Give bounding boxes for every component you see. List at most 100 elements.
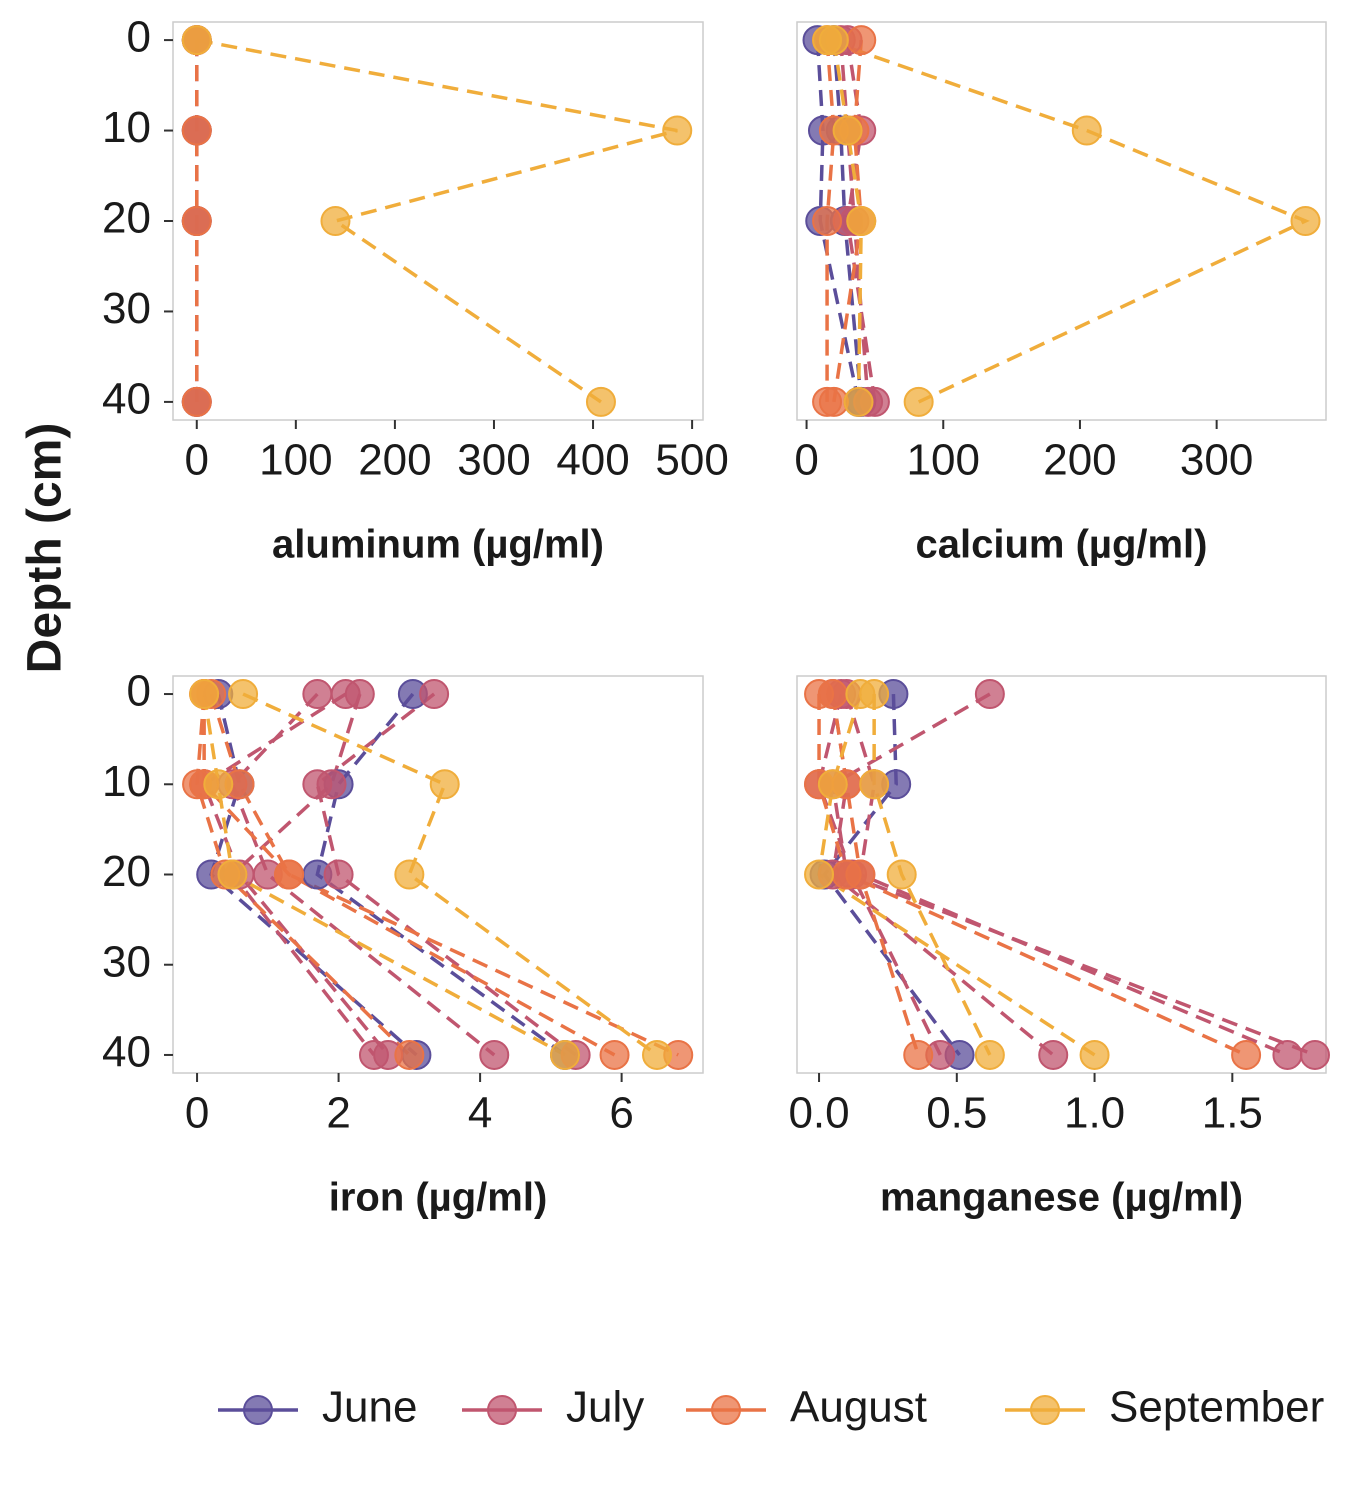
point bbox=[859, 769, 890, 800]
y-tick-label: 10 bbox=[102, 103, 151, 152]
profile-line bbox=[832, 39, 863, 402]
panel-frame bbox=[172, 21, 704, 421]
point bbox=[394, 859, 425, 890]
x-tick-label: 200 bbox=[1043, 436, 1116, 485]
legend-label: July bbox=[566, 1383, 644, 1432]
point bbox=[1272, 1039, 1303, 1070]
profile-line bbox=[838, 39, 870, 403]
x-tick-label: 0 bbox=[794, 436, 818, 485]
point bbox=[903, 1039, 934, 1070]
x-tick-label: 300 bbox=[1180, 436, 1253, 485]
point bbox=[429, 769, 460, 800]
point bbox=[274, 859, 305, 890]
x-axis-label: iron (µg/ml) bbox=[329, 1176, 548, 1220]
point bbox=[642, 1039, 673, 1070]
point bbox=[845, 679, 876, 710]
point bbox=[817, 769, 848, 800]
x-tick-label: 4 bbox=[468, 1089, 492, 1138]
profile-line bbox=[815, 39, 861, 403]
profile-line bbox=[230, 693, 376, 1057]
y-tick-label: 30 bbox=[102, 284, 151, 333]
point bbox=[974, 1039, 1005, 1070]
point bbox=[1299, 1039, 1330, 1070]
x-tick-label: 200 bbox=[358, 436, 431, 485]
y-tick-label: 0 bbox=[127, 667, 151, 716]
point bbox=[189, 679, 220, 710]
x-tick-label: 2 bbox=[326, 1089, 350, 1138]
legend-entry: September bbox=[1005, 1383, 1324, 1432]
legend-entry: August bbox=[686, 1383, 927, 1432]
profile-line bbox=[201, 692, 390, 1057]
point bbox=[316, 769, 347, 800]
point bbox=[599, 1039, 630, 1070]
point bbox=[419, 679, 450, 710]
x-tick-label: 400 bbox=[556, 436, 629, 485]
y-tick-label: 40 bbox=[102, 1028, 151, 1077]
point bbox=[181, 386, 212, 417]
point bbox=[181, 25, 212, 56]
point bbox=[662, 115, 693, 146]
y-tick-label: 40 bbox=[102, 375, 151, 424]
profile-line bbox=[202, 694, 616, 1057]
profile-line bbox=[831, 693, 920, 1056]
profile-line bbox=[832, 39, 863, 403]
x-tick-label: 300 bbox=[457, 436, 530, 485]
point bbox=[974, 679, 1005, 710]
point bbox=[330, 679, 361, 710]
x-tick-label: 0 bbox=[185, 1089, 209, 1138]
legend-marker bbox=[1030, 1395, 1060, 1425]
point bbox=[818, 25, 849, 56]
profile-line bbox=[817, 693, 1096, 1057]
profile-line bbox=[195, 693, 411, 1057]
point bbox=[585, 386, 616, 417]
point bbox=[1079, 1039, 1110, 1070]
x-tick-label: 0 bbox=[185, 436, 209, 485]
x-tick-label: 6 bbox=[609, 1089, 633, 1138]
point bbox=[1038, 1039, 1069, 1070]
point bbox=[1231, 1039, 1262, 1070]
profile-line bbox=[872, 694, 992, 1056]
y-tick-label: 0 bbox=[127, 13, 151, 62]
point bbox=[228, 679, 259, 710]
profile-line bbox=[826, 38, 1310, 404]
point bbox=[302, 679, 333, 710]
profile-line bbox=[817, 693, 942, 1056]
profile-line bbox=[242, 692, 659, 1057]
profile-line bbox=[825, 39, 836, 402]
legend-label: August bbox=[790, 1383, 927, 1432]
x-axis-label: calcium (µg/ml) bbox=[916, 523, 1208, 567]
point bbox=[903, 386, 934, 417]
point bbox=[886, 859, 917, 890]
point bbox=[812, 206, 843, 236]
point bbox=[1071, 115, 1102, 146]
y-tick-label: 20 bbox=[102, 194, 151, 243]
point bbox=[812, 386, 843, 417]
legend-entry: June bbox=[218, 1383, 417, 1432]
x-tick-label: 0.0 bbox=[788, 1089, 849, 1138]
point bbox=[217, 859, 248, 890]
x-axis-label: manganese (µg/ml) bbox=[880, 1176, 1243, 1220]
point bbox=[1290, 206, 1321, 236]
point bbox=[394, 1039, 425, 1070]
legend-entry: July bbox=[462, 1383, 644, 1432]
point bbox=[846, 25, 877, 56]
profile-line bbox=[196, 38, 678, 404]
profile-line bbox=[315, 692, 567, 1057]
profile-line bbox=[830, 693, 1055, 1057]
x-axis-label: aluminum (µg/ml) bbox=[272, 523, 604, 567]
point bbox=[550, 1039, 581, 1070]
y-tick-label: 20 bbox=[102, 847, 151, 896]
legend-marker bbox=[487, 1395, 517, 1425]
point bbox=[817, 679, 848, 710]
y-tick-label: 10 bbox=[102, 757, 151, 806]
panel-frame bbox=[796, 21, 1327, 421]
x-tick-label: 0.5 bbox=[926, 1089, 987, 1138]
profile-line bbox=[315, 692, 577, 1057]
point bbox=[323, 859, 354, 890]
y-tick-label: 30 bbox=[102, 937, 151, 986]
point bbox=[845, 859, 876, 890]
legend-label: September bbox=[1109, 1383, 1324, 1432]
panel-frame bbox=[796, 675, 1327, 1074]
profile-line bbox=[844, 693, 1289, 1057]
